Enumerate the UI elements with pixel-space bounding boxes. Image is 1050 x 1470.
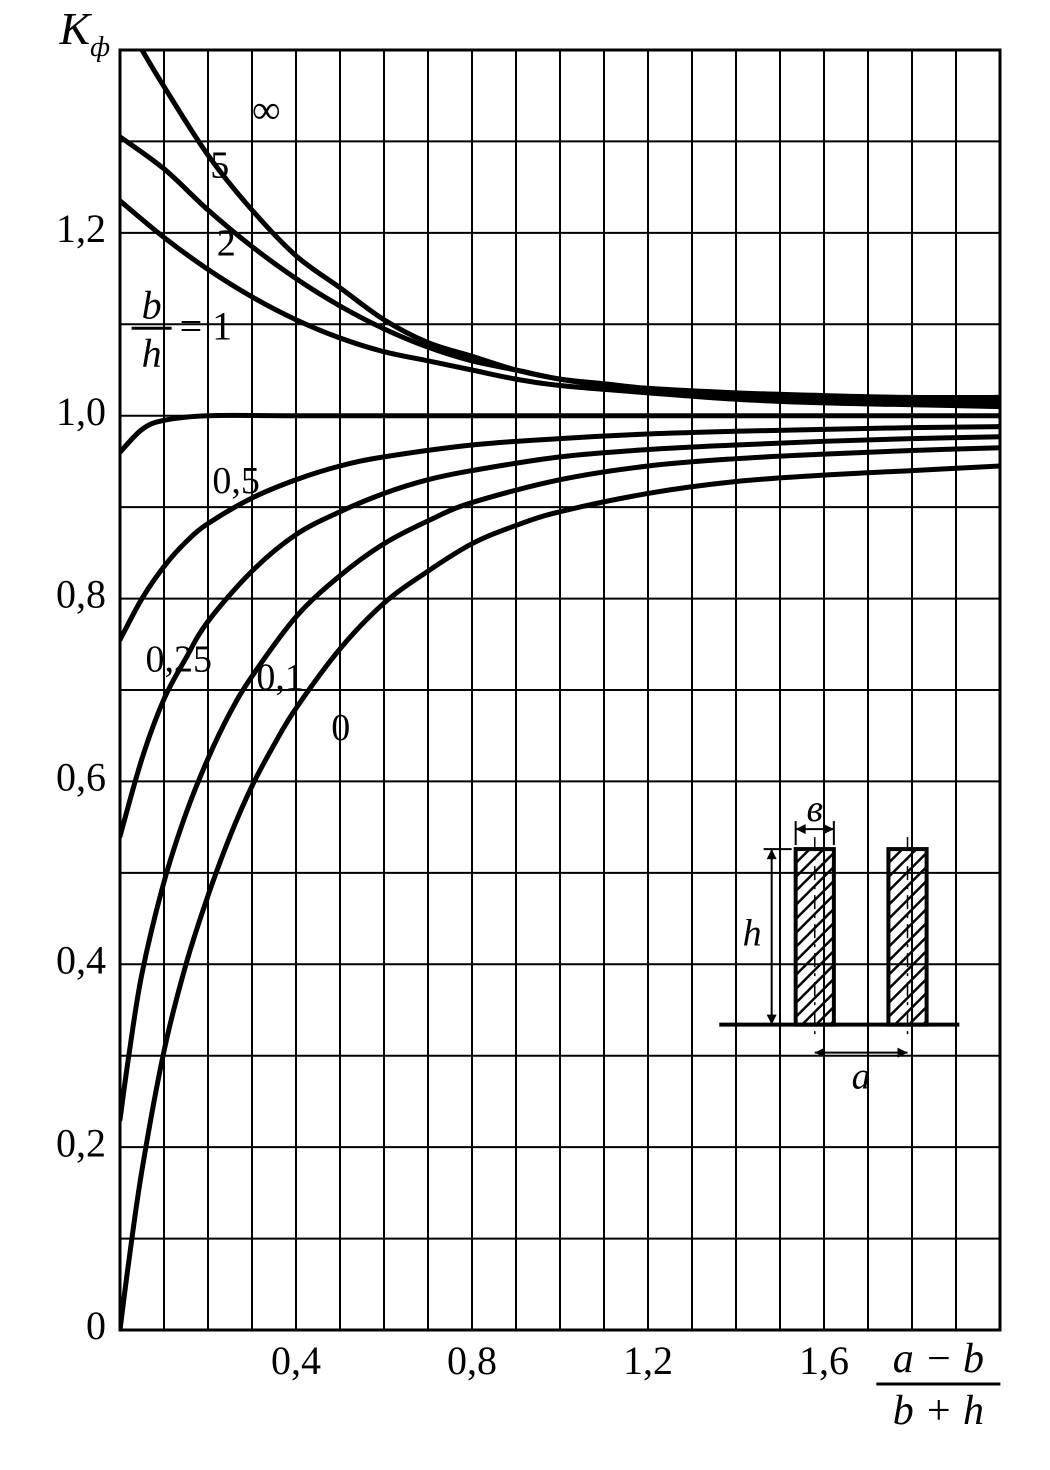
curve-label-5: 5 [210,145,229,187]
y-tick-label: 0,2 [56,1120,106,1165]
param-label: bh = 1 [132,282,233,375]
param-label-denom: h [142,330,162,375]
curve-label-2: 2 [217,222,236,264]
param-label-eq: = 1 [180,303,233,348]
svg-text:Kф: Kф [58,3,110,63]
inset-label-b: в [807,788,824,830]
x-tick-label: 1,2 [623,1338,673,1383]
y-tick-label: 0 [86,1303,106,1348]
x-tick-label: 0,8 [447,1338,497,1383]
inset-label-h: h [743,913,762,955]
y-tick-label: 0,6 [56,755,106,800]
x-tick-label: 1,6 [799,1338,849,1383]
inset-label-a: a [852,1056,871,1098]
x-axis-label: a − b b + h [876,1336,1000,1434]
x-tick-label: 0,4 [271,1338,321,1383]
curve-label-0_25: 0,25 [146,638,213,680]
y-tick-label: 0,4 [56,937,106,982]
curve-label-inf: ∞ [252,87,281,132]
y-axis-label-main: K [58,3,92,54]
y-ticks: 0 0,2 0,4 0,6 0,8 1,0 1,2 [56,206,106,1348]
y-tick-label: 1,2 [56,206,106,251]
k-phi-chart: ∞520,50,250,10bh= 100,20,40,60,81,01,20,… [0,0,1050,1470]
curve-label-0: 0 [331,707,350,749]
y-tick-label: 0,8 [56,572,106,617]
y-tick-label: 1,0 [56,389,106,434]
x-axis-label-denom: b + h [893,1388,984,1434]
y-axis-label-sub: ф [90,32,110,63]
curve-label-0_1: 0,1 [256,657,304,699]
x-ticks: 0,4 0,8 1,2 1,6 [271,1338,849,1383]
y-axis-label: Kф [58,3,110,63]
param-label-numer: b [142,282,162,327]
curve-label-0_5: 0,5 [212,460,260,502]
grid [120,50,1000,1330]
x-axis-label-numer: a − b [893,1336,984,1382]
inset-diagram: в a h [719,788,959,1098]
